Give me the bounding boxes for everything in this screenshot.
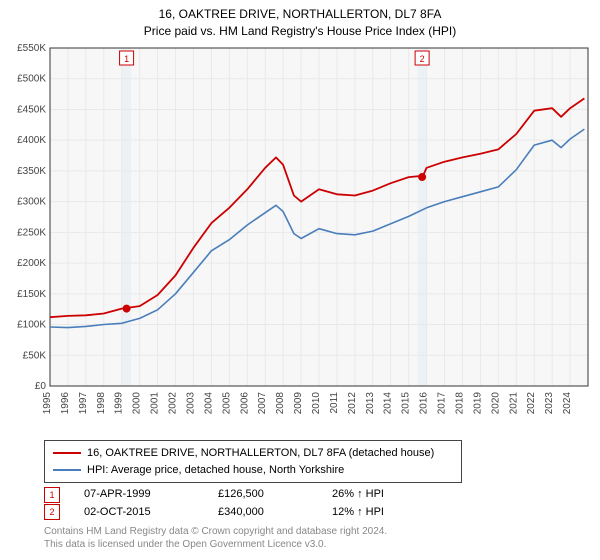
svg-text:£250K: £250K — [17, 227, 46, 238]
event-date-1: 07-APR-1999 — [84, 486, 194, 504]
legend-label-hpi: HPI: Average price, detached house, Nort… — [87, 462, 344, 479]
svg-text:£100K: £100K — [17, 320, 46, 331]
svg-text:2016: 2016 — [419, 392, 430, 415]
svg-text:1995: 1995 — [42, 392, 53, 415]
footnote-line1: Contains HM Land Registry data © Crown c… — [44, 525, 387, 538]
svg-text:£550K: £550K — [17, 43, 46, 54]
svg-text:2019: 2019 — [472, 392, 483, 415]
event-price-1: £126,500 — [218, 486, 308, 504]
svg-text:2014: 2014 — [383, 392, 394, 415]
svg-text:£400K: £400K — [17, 135, 46, 146]
legend-row-property: 16, OAKTREE DRIVE, NORTHALLERTON, DL7 8F… — [53, 445, 453, 462]
svg-text:1998: 1998 — [96, 392, 107, 415]
svg-text:£0: £0 — [35, 381, 47, 392]
svg-text:2009: 2009 — [293, 392, 304, 415]
event-date-2: 02-OCT-2015 — [84, 504, 194, 522]
svg-text:2010: 2010 — [311, 392, 322, 415]
chart-area: £0 £50K £100K £150K £200K £250K £300K £350K £400… — [6, 42, 594, 432]
svg-text:1: 1 — [124, 54, 129, 64]
svg-text:1999: 1999 — [114, 392, 125, 415]
svg-text:1996: 1996 — [60, 392, 71, 415]
chart-svg: £0 £50K £100K £150K £200K £250K £300K £350K £400… — [6, 42, 594, 432]
svg-text:1997: 1997 — [78, 392, 89, 415]
svg-text:£350K: £350K — [17, 166, 46, 177]
svg-text:£450K: £450K — [17, 104, 46, 115]
svg-text:2015: 2015 — [401, 392, 412, 415]
svg-text:2013: 2013 — [365, 392, 376, 415]
svg-text:2006: 2006 — [239, 392, 250, 415]
event-marker-2: 2 — [44, 504, 60, 520]
legend-swatch-hpi — [53, 469, 81, 471]
legend-swatch-property — [53, 452, 81, 454]
chart-title: 16, OAKTREE DRIVE, NORTHALLERTON, DL7 8F… — [0, 0, 600, 23]
svg-text:2001: 2001 — [150, 392, 161, 415]
svg-text:2022: 2022 — [526, 392, 537, 415]
event-price-2: £340,000 — [218, 504, 308, 522]
legend-box: 16, OAKTREE DRIVE, NORTHALLERTON, DL7 8F… — [44, 440, 462, 483]
svg-text:2018: 2018 — [454, 392, 465, 415]
svg-text:2004: 2004 — [203, 392, 214, 415]
page-root: 16, OAKTREE DRIVE, NORTHALLERTON, DL7 8F… — [0, 0, 600, 560]
svg-text:2020: 2020 — [490, 392, 501, 415]
svg-text:2008: 2008 — [275, 392, 286, 415]
events-table: 1 07-APR-1999 £126,500 26% ↑ HPI 2 02-OC… — [44, 486, 384, 521]
svg-text:£500K: £500K — [17, 74, 46, 85]
svg-text:2002: 2002 — [168, 392, 179, 415]
footnote: Contains HM Land Registry data © Crown c… — [44, 525, 387, 551]
svg-text:2007: 2007 — [257, 392, 268, 415]
svg-text:2012: 2012 — [347, 392, 358, 415]
footnote-line2: This data is licensed under the Open Gov… — [44, 538, 387, 551]
event-delta-1: 26% ↑ HPI — [332, 486, 384, 504]
chart-subtitle: Price paid vs. HM Land Registry's House … — [0, 23, 600, 40]
legend-row-hpi: HPI: Average price, detached house, Nort… — [53, 462, 453, 479]
event-marker-1: 1 — [44, 487, 60, 503]
event-delta-2: 12% ↑ HPI — [332, 504, 384, 522]
svg-text:2003: 2003 — [185, 392, 196, 415]
svg-text:2005: 2005 — [221, 392, 232, 415]
svg-text:2024: 2024 — [562, 392, 573, 415]
svg-text:£300K: £300K — [17, 197, 46, 208]
svg-text:2000: 2000 — [132, 392, 143, 415]
svg-text:£200K: £200K — [17, 258, 46, 269]
svg-text:2021: 2021 — [508, 392, 519, 415]
event-row-2: 2 02-OCT-2015 £340,000 12% ↑ HPI — [44, 504, 384, 522]
event-row-1: 1 07-APR-1999 £126,500 26% ↑ HPI — [44, 486, 384, 504]
legend-label-property: 16, OAKTREE DRIVE, NORTHALLERTON, DL7 8F… — [87, 445, 434, 462]
svg-text:2011: 2011 — [329, 392, 340, 414]
svg-text:2: 2 — [420, 54, 425, 64]
svg-text:2017: 2017 — [437, 392, 448, 415]
svg-text:£50K: £50K — [23, 350, 47, 361]
svg-text:£150K: £150K — [17, 289, 46, 300]
svg-text:2023: 2023 — [544, 392, 555, 415]
